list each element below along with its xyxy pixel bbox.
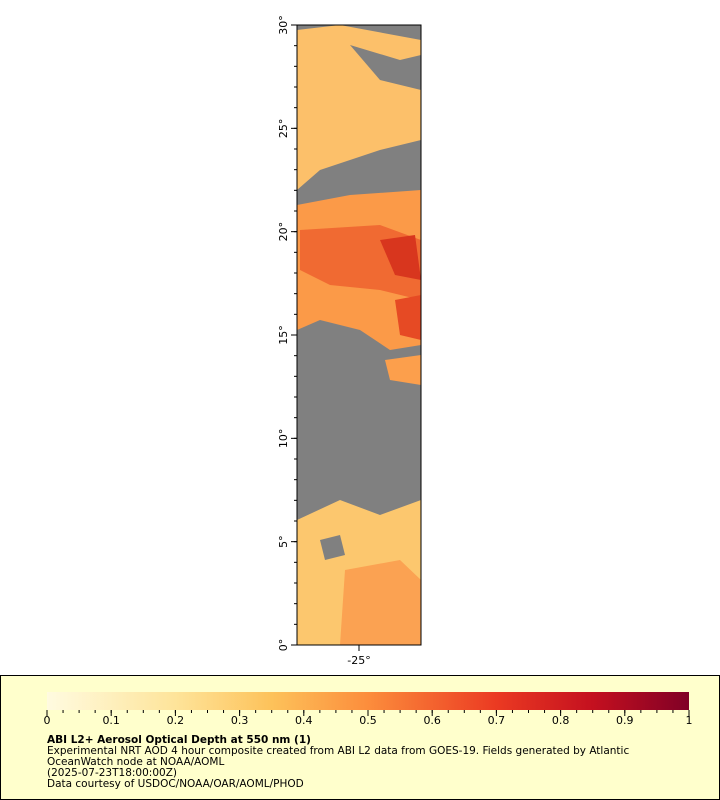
colorbar-tick-label: 0 bbox=[44, 714, 51, 727]
colorbar-tick-label: 0.4 bbox=[295, 714, 313, 727]
y-tick-label: 0° bbox=[277, 639, 290, 652]
y-tick-label: 10° bbox=[277, 429, 290, 449]
colorbar bbox=[47, 692, 689, 710]
legend-line: (2025-07-23T18:00:00Z) bbox=[47, 767, 177, 779]
colorbar-tick-label: 0.7 bbox=[488, 714, 506, 727]
y-tick-label: 5° bbox=[277, 535, 290, 548]
x-tick-label: -25° bbox=[347, 654, 370, 667]
colorbar-tick-label: 0.6 bbox=[423, 714, 441, 727]
legend-line: Experimental NRT AOD 4 hour composite cr… bbox=[47, 745, 629, 757]
legend-line: OceanWatch node at NOAA/AOML bbox=[47, 756, 224, 768]
map-image bbox=[297, 25, 421, 645]
y-tick-label: 25° bbox=[277, 119, 290, 139]
colorbar-tick-label: 0.8 bbox=[552, 714, 570, 727]
legend-title: ABI L2+ Aerosol Optical Depth at 550 nm … bbox=[47, 734, 311, 746]
colorbar-tick-label: 0.3 bbox=[231, 714, 249, 727]
colorbar-tick-label: 0.2 bbox=[167, 714, 185, 727]
colorbar-tick-label: 0.5 bbox=[359, 714, 377, 727]
colorbar-tick-label: 0.1 bbox=[102, 714, 120, 727]
y-tick-label: 15° bbox=[277, 325, 290, 345]
legend-line: Data courtesy of USDOC/NOAA/OAR/AOML/PHO… bbox=[47, 778, 304, 790]
y-tick-label: 20° bbox=[277, 222, 290, 242]
colorbar-tick-label: 0.9 bbox=[616, 714, 634, 727]
colorbar-tick-label: 1 bbox=[686, 714, 693, 727]
y-tick-label: 30° bbox=[277, 15, 290, 35]
